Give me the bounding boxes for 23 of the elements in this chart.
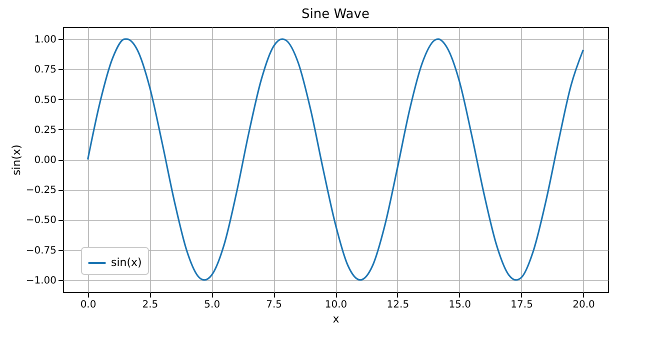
y-tick-label: 0.75: [34, 64, 56, 76]
y-tick-label: −0.75: [26, 245, 56, 256]
x-axis-title: x: [332, 312, 340, 326]
y-tick-label: 0.25: [34, 124, 56, 136]
x-tick-label: 12.5: [386, 300, 410, 310]
x-tick-label: 10.0: [324, 300, 348, 310]
legend-label: sin(x): [111, 256, 142, 269]
y-tick-label: −1.00: [26, 275, 56, 286]
x-tick-label: 2.5: [142, 300, 158, 310]
y-axis-title: sin(x): [10, 144, 23, 176]
y-tick-label: 0.00: [34, 155, 56, 166]
x-tick-label: 0.0: [80, 300, 96, 310]
line-series: [86, 38, 584, 281]
y-tick-label: 1.00: [34, 34, 56, 46]
y-tick-label: 0.50: [34, 94, 56, 106]
y-tick-label: −0.25: [26, 185, 56, 196]
x-tick-label: 5.0: [204, 300, 220, 310]
x-tick-label: 7.5: [266, 300, 282, 310]
y-tick-label: −0.50: [26, 215, 56, 226]
chart-title: Sine Wave: [302, 7, 370, 22]
x-tick-label: 15.0: [448, 300, 471, 310]
x-tick-label: 20.0: [572, 300, 595, 310]
x-tick-label: 17.5: [510, 300, 533, 310]
